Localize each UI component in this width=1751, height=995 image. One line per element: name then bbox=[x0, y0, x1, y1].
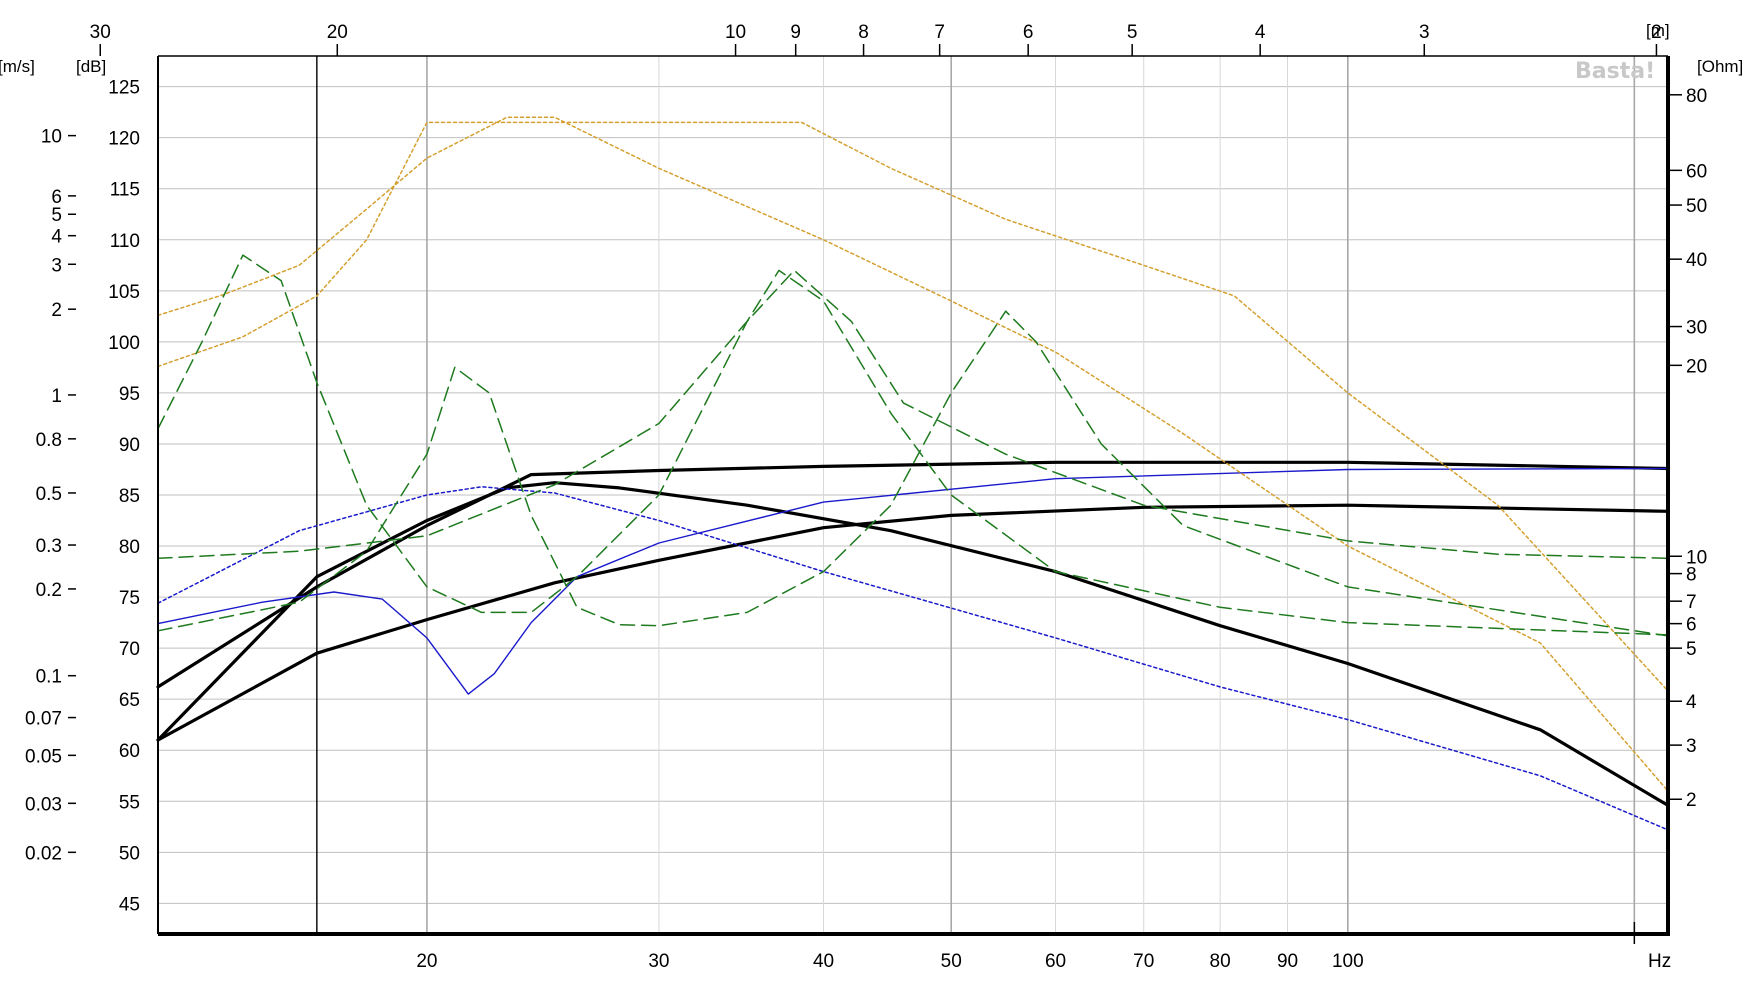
series-impedance-green-a bbox=[157, 254, 1669, 636]
wavelength-tick-label: 5 bbox=[1127, 22, 1138, 43]
basta-watermark: Basta! bbox=[1575, 59, 1655, 84]
series-spl-thick-c bbox=[156, 503, 1670, 742]
impedance-tick-label: 3 bbox=[1686, 736, 1697, 757]
wavelength-tick-label: 9 bbox=[790, 22, 801, 43]
wavelength-tick-label: 8 bbox=[858, 22, 869, 43]
impedance-tick-label: 4 bbox=[1686, 692, 1697, 713]
db-tick-label: 110 bbox=[110, 231, 140, 252]
impedance-tick-label: 6 bbox=[1686, 615, 1697, 636]
frequency-tick-label: 30 bbox=[648, 951, 669, 972]
db-tick-label: 75 bbox=[119, 588, 140, 609]
frequency-tick-label: 20 bbox=[416, 951, 437, 972]
wavelength-tick-label: 6 bbox=[1023, 22, 1034, 43]
db-tick-label: 90 bbox=[119, 435, 140, 456]
series-layer bbox=[156, 116, 1670, 831]
series-spl-blue-dotted bbox=[157, 486, 1669, 831]
db-tick-label: 95 bbox=[119, 384, 140, 405]
impedance-tick-label: 7 bbox=[1686, 592, 1697, 613]
velocity-tick-label: 3 bbox=[51, 255, 62, 276]
wavelength-tick-label: 4 bbox=[1255, 22, 1266, 43]
impedance-tick-label: 80 bbox=[1686, 86, 1707, 107]
impedance-tick-label: 60 bbox=[1686, 161, 1707, 182]
db-tick-label: 70 bbox=[119, 639, 140, 660]
db-tick-label: 55 bbox=[119, 792, 140, 813]
velocity-tick-label: 2 bbox=[51, 300, 62, 321]
wavelength-unit-label: [m] bbox=[1646, 21, 1670, 40]
impedance-tick-label: 8 bbox=[1686, 565, 1697, 586]
db-tick-label: 125 bbox=[108, 78, 140, 99]
series-spl-thick-b bbox=[156, 481, 1670, 808]
db-tick-label: 65 bbox=[119, 690, 140, 711]
db-tick-label: 100 bbox=[108, 333, 140, 354]
db-tick-label: 45 bbox=[119, 894, 140, 915]
velocity-tick-label: 1 bbox=[51, 386, 62, 407]
grid-layer bbox=[158, 56, 1668, 934]
db-tick-label: 115 bbox=[110, 180, 140, 201]
series-impedance-green-b bbox=[157, 310, 1669, 637]
frequency-tick-label: 50 bbox=[941, 951, 962, 972]
plot-frame bbox=[157, 55, 1670, 936]
frequency-tick-label: 100 bbox=[1332, 951, 1364, 972]
velocity-tick-label: 0.03 bbox=[25, 794, 62, 815]
db-tick-label: 85 bbox=[119, 486, 140, 507]
wavelength-tick-label: 7 bbox=[934, 22, 945, 43]
velocity-tick-label: 4 bbox=[51, 227, 62, 248]
velocity-tick-label: 10 bbox=[41, 127, 62, 148]
impedance-tick-label: 2 bbox=[1686, 790, 1697, 811]
wavelength-tick-label: 30 bbox=[90, 22, 111, 43]
db-tick-label: 60 bbox=[119, 741, 140, 762]
impedance-unit-label: [Ohm] bbox=[1697, 57, 1743, 76]
impedance-tick-label: 5 bbox=[1686, 639, 1697, 660]
wavelength-tick-label: 2 bbox=[1651, 22, 1662, 43]
velocity-tick-label: 6 bbox=[51, 187, 62, 208]
frequency-tick-label: 80 bbox=[1210, 951, 1231, 972]
impedance-tick-label: 30 bbox=[1686, 318, 1707, 339]
axis-layer: 4550556065707580859095100105110115120125… bbox=[25, 22, 1707, 972]
frequency-tick-label: 40 bbox=[813, 951, 834, 972]
frequency-tick-label: 90 bbox=[1277, 951, 1298, 972]
series-excursion-orange-b bbox=[157, 121, 1669, 692]
velocity-unit-label: [m/s] bbox=[0, 57, 35, 76]
velocity-tick-label: 0.5 bbox=[36, 484, 62, 505]
impedance-tick-label: 50 bbox=[1686, 196, 1707, 217]
frequency-tick-label: 70 bbox=[1133, 951, 1154, 972]
velocity-tick-label: 0.8 bbox=[36, 430, 62, 451]
db-tick-label: 50 bbox=[119, 843, 140, 864]
series-spl-thick-a bbox=[156, 460, 1670, 689]
velocity-tick-label: 0.05 bbox=[25, 746, 62, 767]
velocity-tick-label: 0.2 bbox=[36, 580, 62, 601]
velocity-tick-label: 0.02 bbox=[25, 843, 62, 864]
wavelength-tick-label: 3 bbox=[1419, 22, 1430, 43]
db-tick-label: 105 bbox=[108, 282, 140, 303]
db-unit-label: [dB] bbox=[76, 57, 106, 76]
impedance-tick-label: 40 bbox=[1686, 250, 1707, 271]
series-spl-blue-solid bbox=[157, 467, 1669, 695]
velocity-tick-label: 0.07 bbox=[25, 709, 62, 730]
velocity-tick-label: 0.3 bbox=[36, 536, 62, 557]
impedance-tick-label: 10 bbox=[1686, 547, 1707, 568]
db-tick-label: 80 bbox=[119, 537, 140, 558]
frequency-tick-label: 60 bbox=[1045, 951, 1066, 972]
frequency-unit-label: Hz bbox=[1648, 951, 1671, 972]
wavelength-tick-label: 20 bbox=[327, 22, 348, 43]
velocity-tick-label: 0.1 bbox=[36, 667, 62, 688]
velocity-tick-label: 5 bbox=[51, 205, 62, 226]
db-tick-label: 120 bbox=[108, 129, 140, 150]
series-excursion-orange-a bbox=[157, 116, 1669, 792]
impedance-tick-label: 20 bbox=[1686, 356, 1707, 377]
wavelength-tick-label: 10 bbox=[725, 22, 746, 43]
